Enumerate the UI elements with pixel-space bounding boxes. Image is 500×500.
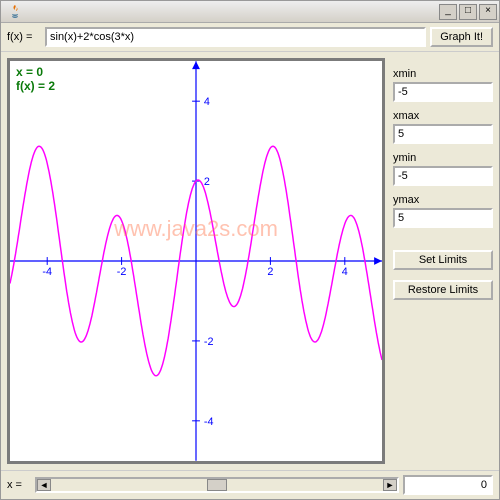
svg-text:-4: -4 bbox=[204, 416, 214, 428]
svg-text:2: 2 bbox=[204, 176, 210, 188]
scroll-right-arrow[interactable]: ► bbox=[383, 479, 397, 491]
ymax-input[interactable] bbox=[393, 208, 493, 228]
cursor-readout: x = 0 f(x) = 2 bbox=[16, 65, 55, 93]
graph-button[interactable]: Graph It! bbox=[430, 27, 493, 47]
svg-text:-2: -2 bbox=[117, 266, 127, 278]
scroll-thumb[interactable] bbox=[207, 479, 227, 491]
java-icon bbox=[7, 4, 23, 20]
scroll-left-arrow[interactable]: ◄ bbox=[37, 479, 51, 491]
ymin-input[interactable] bbox=[393, 166, 493, 186]
plot-svg: -4 -2 2 4 -4 -2 2 4 bbox=[10, 61, 382, 461]
svg-text:-4: -4 bbox=[42, 266, 52, 278]
x-status-label: x = bbox=[7, 479, 31, 491]
titlebar: _ □ × bbox=[1, 1, 499, 23]
svg-text:2: 2 bbox=[267, 266, 273, 278]
svg-text:-2: -2 bbox=[204, 336, 214, 348]
app-window: _ □ × f(x) = Graph It! -4 -2 2 4 -4 -2 2 4 x = … bbox=[0, 0, 500, 500]
readout-fx: f(x) = 2 bbox=[16, 79, 55, 93]
main-area: -4-224-4-224 x = 0 f(x) = 2 www.java2s.c… bbox=[1, 52, 499, 470]
limits-panel: xmin xmax ymin ymax Set Limits Restore L… bbox=[393, 58, 493, 464]
x-scrollbar[interactable]: ◄ ► bbox=[35, 477, 399, 493]
xmin-input[interactable] bbox=[393, 82, 493, 102]
set-limits-button[interactable]: Set Limits bbox=[393, 250, 493, 270]
readout-x: x = 0 bbox=[16, 65, 55, 79]
svg-text:4: 4 bbox=[204, 96, 210, 108]
restore-limits-button[interactable]: Restore Limits bbox=[393, 280, 493, 300]
status-bar: x = ◄ ► 0 bbox=[1, 470, 499, 499]
fx-label: f(x) = bbox=[7, 31, 41, 43]
function-input[interactable] bbox=[45, 27, 426, 47]
close-button[interactable]: × bbox=[479, 4, 497, 20]
plot-canvas[interactable]: -4-224-4-224 x = 0 f(x) = 2 www.java2s.c… bbox=[7, 58, 385, 464]
x-value-output: 0 bbox=[403, 475, 493, 495]
formula-toolbar: f(x) = Graph It! bbox=[1, 23, 499, 52]
ymin-label: ymin bbox=[393, 152, 493, 164]
svg-text:4: 4 bbox=[342, 266, 348, 278]
xmin-label: xmin bbox=[393, 68, 493, 80]
maximize-button[interactable]: □ bbox=[459, 4, 477, 20]
ymax-label: ymax bbox=[393, 194, 493, 206]
xmax-input[interactable] bbox=[393, 124, 493, 144]
xmax-label: xmax bbox=[393, 110, 493, 122]
minimize-button[interactable]: _ bbox=[439, 4, 457, 20]
